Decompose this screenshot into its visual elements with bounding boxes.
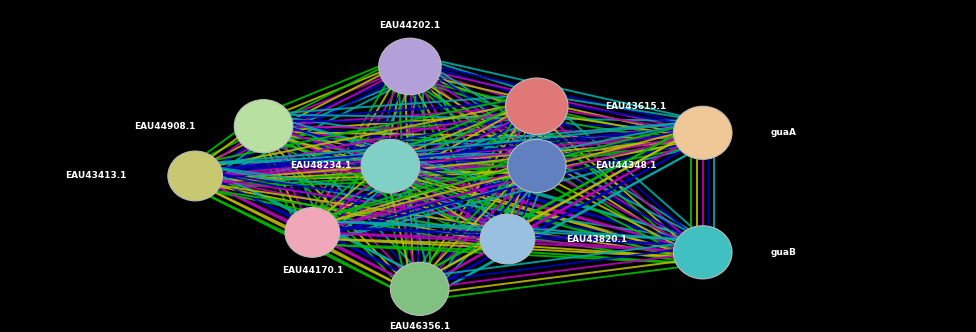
Text: EAU43615.1: EAU43615.1 [605,102,667,111]
Text: guaA: guaA [771,128,797,137]
Text: EAU44348.1: EAU44348.1 [595,161,657,171]
Ellipse shape [379,38,441,95]
Ellipse shape [234,100,293,153]
Text: EAU46356.1: EAU46356.1 [389,322,450,331]
Text: EAU44202.1: EAU44202.1 [380,21,440,30]
Text: EAU44908.1: EAU44908.1 [134,122,195,131]
Text: guaB: guaB [771,248,797,257]
Text: EAU48234.1: EAU48234.1 [290,161,351,171]
Ellipse shape [168,151,223,201]
Ellipse shape [673,106,732,159]
Text: EAU44170.1: EAU44170.1 [282,266,343,275]
Ellipse shape [390,262,449,315]
Ellipse shape [506,78,568,134]
Ellipse shape [508,139,566,193]
Ellipse shape [673,226,732,279]
Ellipse shape [361,139,420,193]
Text: EAU43820.1: EAU43820.1 [566,234,628,244]
Text: EAU43413.1: EAU43413.1 [65,171,127,181]
Ellipse shape [480,214,535,264]
Ellipse shape [285,208,340,257]
